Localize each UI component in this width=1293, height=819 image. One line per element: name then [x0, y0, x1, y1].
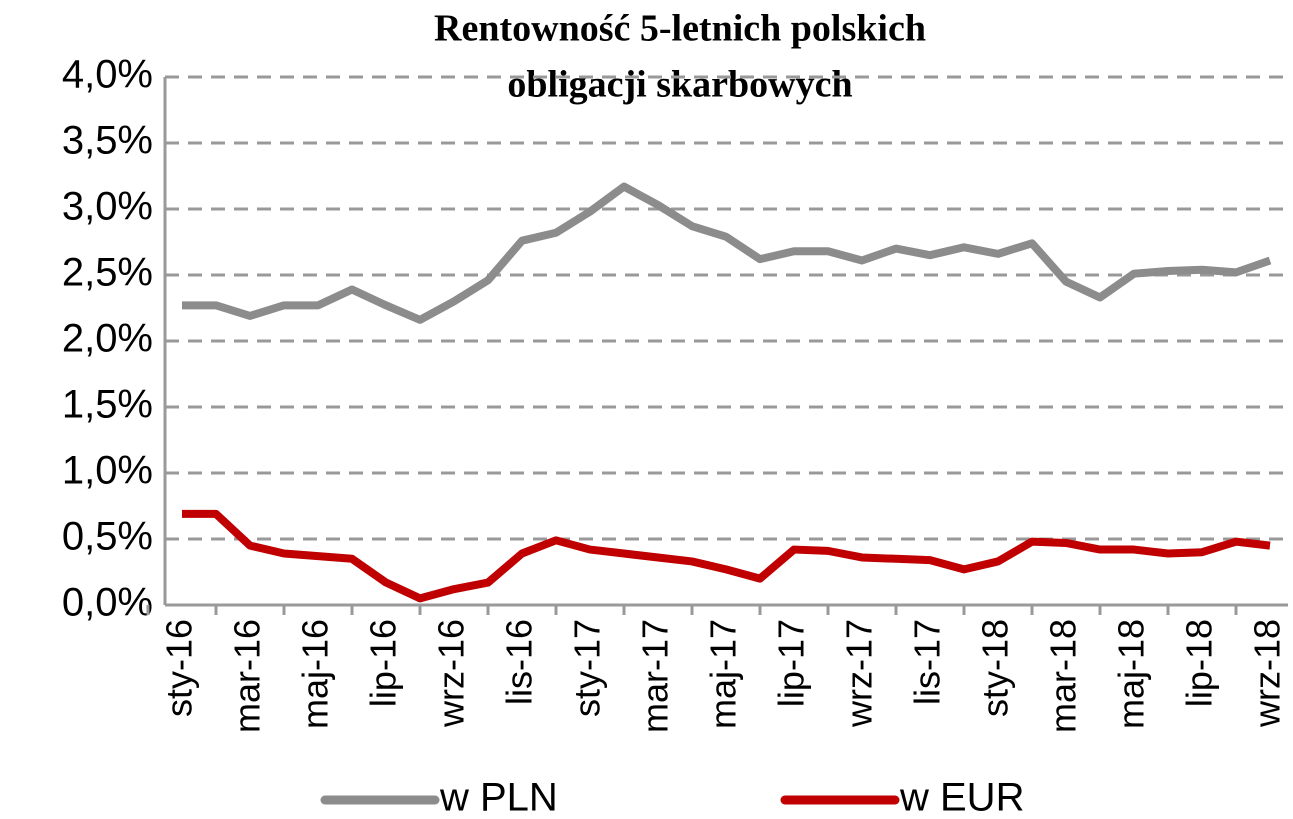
x-tick-label: maj-17: [703, 619, 744, 729]
x-tick-label: lis-16: [499, 619, 540, 705]
chart-title: obligacji skarbowych: [507, 64, 852, 106]
y-tick-label: 3,0%: [62, 185, 153, 229]
y-tick-label: 4,0%: [62, 53, 153, 97]
x-tick-label: lip-18: [1179, 619, 1220, 707]
y-tick-label: 3,5%: [62, 119, 153, 163]
x-tick-label: sty-16: [159, 619, 200, 717]
y-tick-label: 2,5%: [62, 251, 153, 295]
y-tick-label: 1,5%: [62, 383, 153, 427]
x-tick-label: sty-18: [975, 619, 1016, 717]
series-line: [182, 509, 1271, 603]
x-tick-label: lip-16: [363, 619, 404, 707]
x-tick-label: maj-18: [1111, 619, 1152, 729]
chart-title: Rentowność 5-letnich polskich: [434, 8, 926, 50]
x-tick-label: maj-16: [295, 619, 336, 729]
legend-label: w EUR: [899, 776, 1024, 819]
x-tick-label: lip-17: [771, 619, 812, 707]
series-line: [182, 182, 1272, 324]
x-tick-label: mar-16: [227, 619, 268, 733]
x-tick-label: wrz-18: [1247, 619, 1288, 728]
x-tick-label: wrz-16: [431, 619, 472, 728]
x-tick-label: mar-18: [1043, 619, 1084, 733]
y-tick-label: 1,0%: [62, 449, 153, 493]
legend-label: w PLN: [439, 776, 558, 819]
x-tick-label: lis-17: [907, 619, 948, 705]
x-tick-label: mar-17: [635, 619, 676, 733]
y-tick-label: 0,0%: [62, 581, 153, 625]
y-tick-label: 0,5%: [62, 515, 153, 559]
x-tick-label: sty-17: [567, 619, 608, 717]
y-tick-label: 2,0%: [62, 317, 153, 361]
x-tick-label: wrz-17: [839, 619, 880, 728]
